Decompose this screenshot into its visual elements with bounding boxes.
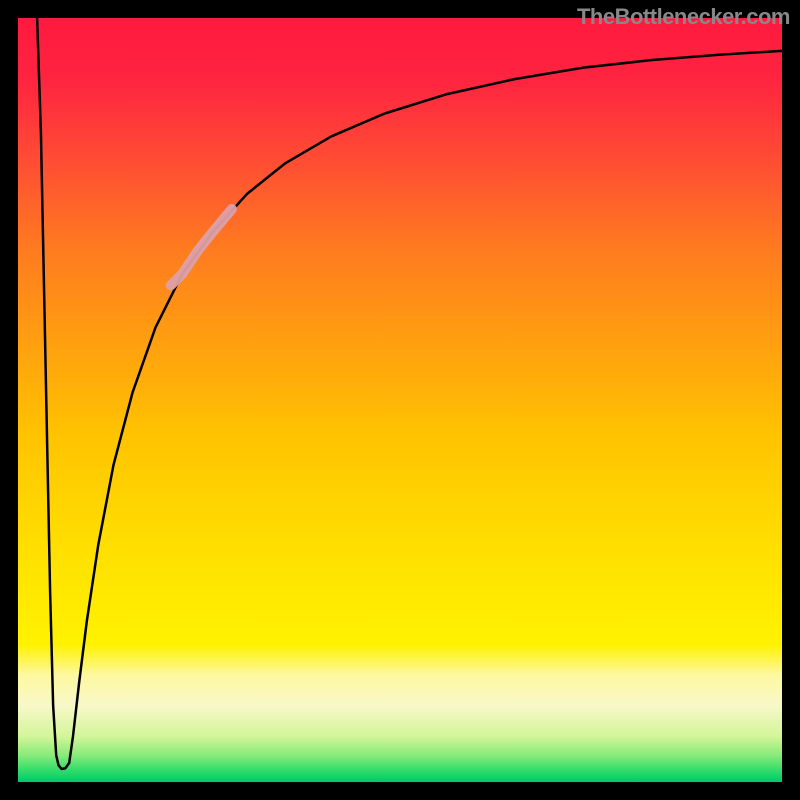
curve-highlight-segment [171, 209, 232, 285]
chart-container: TheBottlenecker.com [0, 0, 800, 800]
watermark-text: TheBottlenecker.com [577, 4, 790, 30]
curve-layer [18, 18, 782, 782]
curve-trough [58, 763, 69, 769]
curve-left-descent [37, 18, 58, 765]
plot-area [18, 18, 782, 782]
curve-main-curve [69, 51, 782, 763]
